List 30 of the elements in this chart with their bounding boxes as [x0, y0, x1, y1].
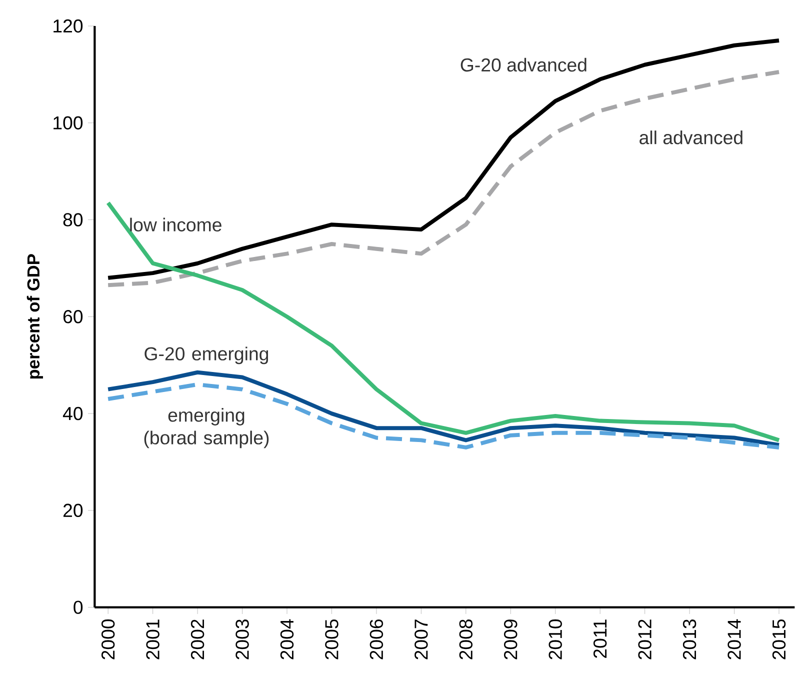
x-tick-label: 2004: [280, 619, 294, 660]
x-tick-label: 2003: [236, 620, 249, 660]
x-tick-label: 2006: [370, 620, 384, 660]
x-tick-label: 2010: [548, 619, 562, 660]
y-tick-label: 40: [62, 406, 83, 420]
series-label: low income: [130, 218, 222, 232]
x-tick-label: 2000: [101, 619, 115, 660]
series-label: G-20 emerging: [144, 346, 268, 364]
x-tick-label: 2005: [325, 619, 338, 660]
x-tick-label: 2009: [504, 620, 518, 660]
series-label: G-20 advanced: [460, 58, 586, 72]
x-tick-label: 2013: [682, 620, 696, 660]
y-tick-label: 0: [74, 600, 83, 614]
x-tick-label: 2011: [593, 620, 607, 658]
series-label: emerging (borad sample): [144, 408, 269, 448]
x-tick-label: 2007: [414, 620, 428, 660]
y-tick-label: 20: [63, 504, 83, 518]
y-axis-title: percent of GDP: [26, 254, 43, 379]
y-tick-label: 100: [54, 116, 83, 130]
series-label: all advanced: [640, 130, 742, 144]
x-tick-label: 2008: [459, 620, 473, 660]
y-tick-label: 80: [63, 213, 83, 226]
y-tick-label: 60: [63, 310, 83, 324]
line-series: [106, 38, 782, 280]
x-tick-label: 2015: [772, 619, 786, 660]
x-tick-label: 2002: [190, 620, 204, 660]
x-tick-label: 2012: [638, 620, 652, 660]
y-tick-label: 120: [54, 19, 83, 33]
x-tick-label: 2001: [146, 620, 160, 660]
x-tick-label: 2014: [728, 619, 741, 660]
